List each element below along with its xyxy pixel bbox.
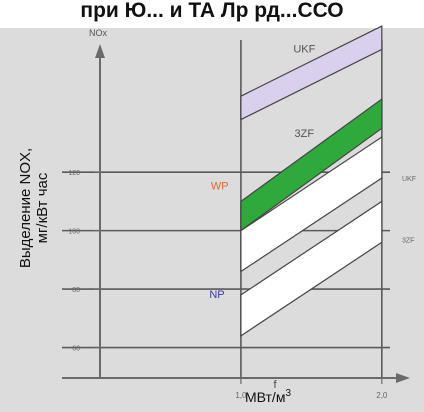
band-label: NP (209, 289, 224, 301)
x-axis-mid-tick-label: f (273, 379, 277, 391)
header-background (0, 0, 424, 28)
band-label: UKF (293, 43, 315, 55)
y-tick-label: 60 (72, 346, 80, 353)
y-tick-label: 100 (68, 229, 80, 236)
x-axis-label-base: МВт/м (245, 389, 285, 405)
right-label: UKF (402, 176, 416, 183)
y-tick-label: 80 (72, 287, 80, 294)
y-axis-label-line2: мг/кВт час (34, 172, 51, 243)
x-axis-arrow (396, 373, 410, 383)
axis-layer: 60 80 100 120 1,0 2,0 UKF 3ZF WP NP UKF 3ZF (68, 43, 416, 400)
y-axis-arrow (95, 44, 105, 58)
header-text: при Ю... и ТА Лр рд...ССО (80, 0, 343, 22)
x-tick-label: 1,0 (235, 391, 247, 400)
y-axis-title: NOx (89, 28, 108, 38)
band-layer (240, 25, 383, 337)
y-axis-label-line1: Выделение NOX, (17, 148, 34, 268)
x-axis-label-sup: 3 (285, 388, 291, 399)
band-label: 3ZF (295, 128, 315, 140)
band-label: WP (211, 181, 229, 193)
band-white (240, 200, 383, 337)
y-axis-label: Выделение NOX, мг/кВт час (17, 148, 51, 268)
band-ukf (240, 25, 383, 121)
x-axis-label: МВт/м3 (245, 388, 291, 405)
band-white (240, 135, 383, 273)
right-label: 3ZF (402, 237, 414, 244)
y-tick-label: 120 (68, 170, 80, 177)
x-tick-label: 2,0 (376, 391, 388, 400)
band-3zf (240, 97, 383, 232)
